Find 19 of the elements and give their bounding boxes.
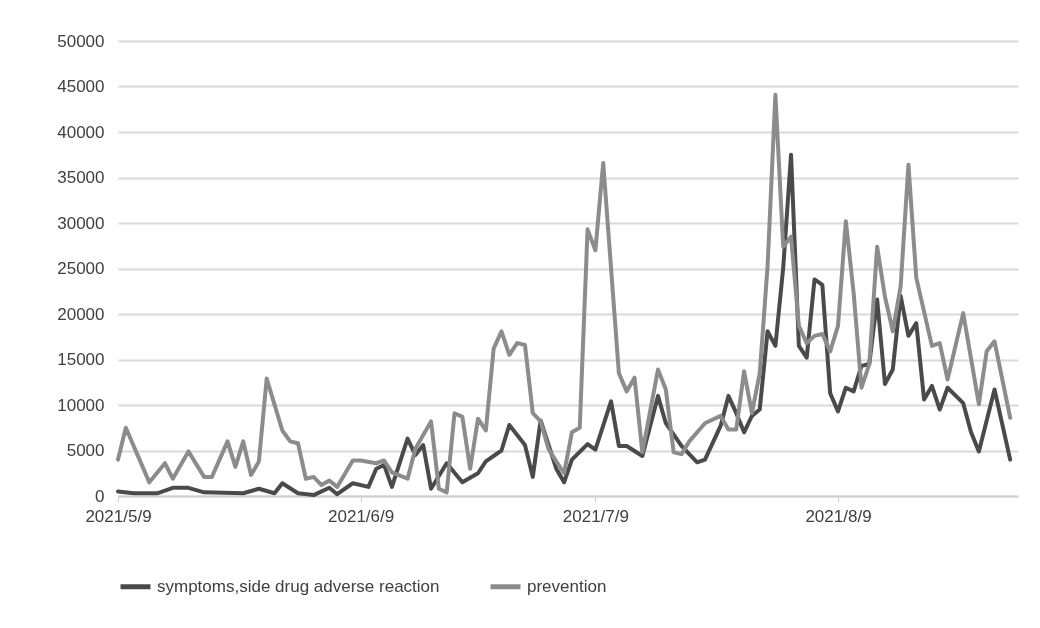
y-tick-label: 0 [95,486,105,506]
x-tick-label: 2021/6/9 [328,506,395,526]
x-tick-label: 2021/5/9 [85,506,152,526]
line-series [116,152,1013,498]
y-tick-label: 5000 [66,441,105,460]
y-tick-label: 25000 [57,259,105,278]
y-tick-label: 40000 [57,122,105,142]
y-tick-label: 30000 [57,213,105,233]
y-tick-label: 15000 [57,350,105,369]
x-tick-label: 2021/8/9 [805,506,872,526]
x-tick-label: 2021/7/9 [562,506,629,526]
y-tick-label: 20000 [57,304,105,324]
y-tick-label: 45000 [57,77,105,96]
y-tick-label: 10000 [57,395,105,415]
legend-label: symptoms,side drug adverse reaction [157,576,440,596]
y-tick-label: 35000 [57,168,105,187]
legend-label: prevention [527,576,607,596]
y-tick-label: 50000 [57,31,105,51]
line-series [116,92,1013,495]
